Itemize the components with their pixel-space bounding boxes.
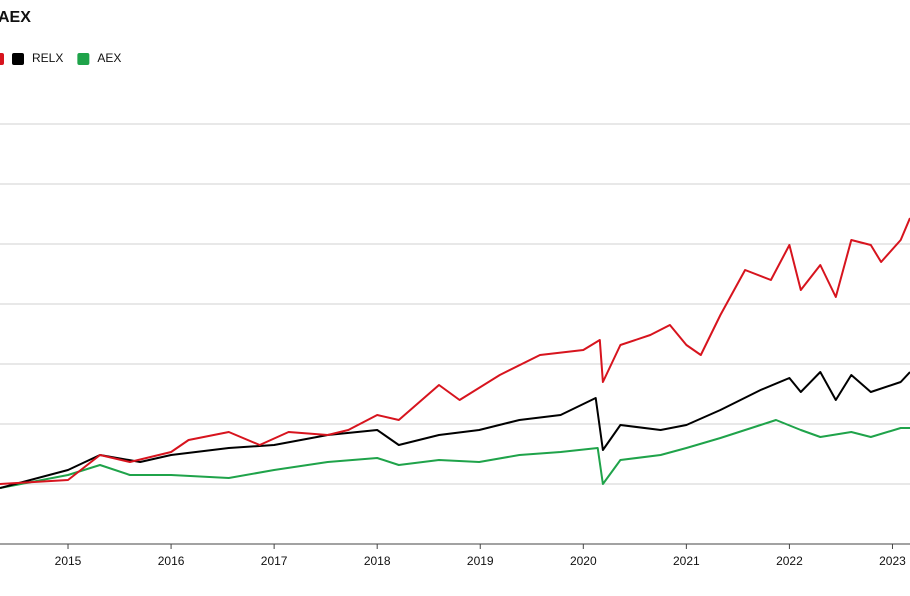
x-tick-label: 2021 bbox=[673, 554, 700, 568]
legend-label: AEX bbox=[97, 51, 121, 65]
legend-swatch bbox=[12, 53, 24, 65]
series-line bbox=[0, 419, 910, 489]
x-tick-label: 2019 bbox=[467, 554, 494, 568]
x-tick-label: 2022 bbox=[776, 554, 803, 568]
chart-title: AEX bbox=[0, 9, 31, 26]
x-tick-label: 2020 bbox=[570, 554, 597, 568]
x-tick-label: 2016 bbox=[158, 554, 185, 568]
series-line bbox=[0, 217, 910, 485]
x-tick-label: 2023 bbox=[879, 554, 906, 568]
x-tick-label: 2018 bbox=[364, 554, 391, 568]
legend-swatch bbox=[0, 53, 4, 65]
x-tick-label: 2015 bbox=[55, 554, 82, 568]
series-line bbox=[0, 371, 910, 489]
x-tick-label: 2017 bbox=[261, 554, 288, 568]
legend-label: RELX bbox=[32, 51, 63, 65]
legend-swatch bbox=[77, 53, 90, 65]
